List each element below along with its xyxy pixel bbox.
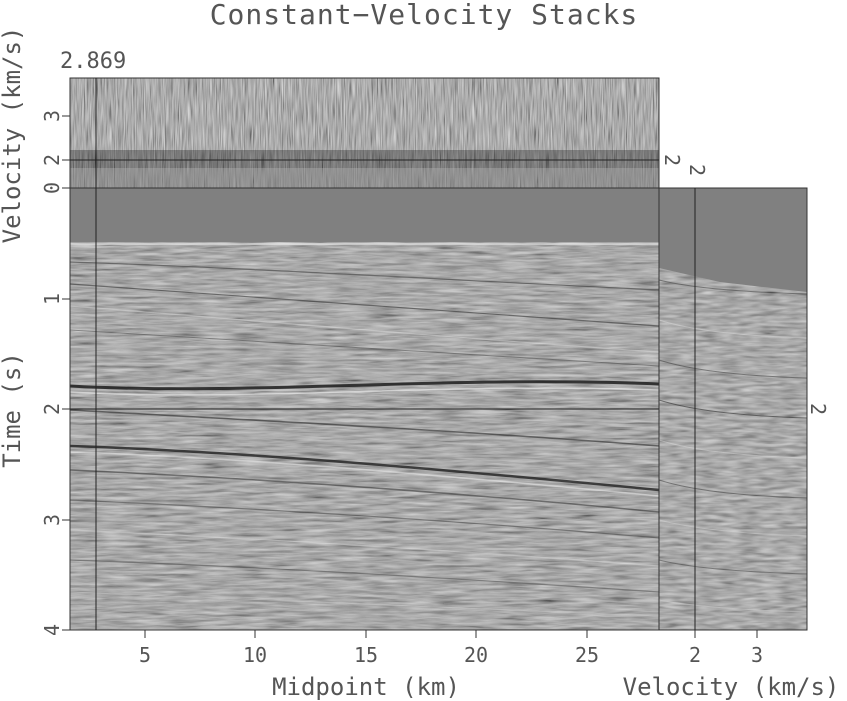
cmp-gather-panel: 2 2 2 3: [658, 164, 830, 667]
velocity-tick-label: 3: [40, 110, 64, 122]
gather-cursor-value-right: 2: [806, 403, 830, 415]
time-tick-label: 1: [40, 293, 64, 305]
velocity-slice-low-band: [70, 168, 659, 188]
gather-cursor-value-top: 2: [685, 164, 709, 176]
gather-tick-label: 2: [689, 643, 701, 667]
velocity-slice-event-band: [70, 150, 659, 168]
midpoint-tick-label: 15: [354, 643, 378, 667]
time-tick-label: 2: [40, 403, 64, 415]
gather-tick-label: 3: [751, 643, 763, 667]
velocity-axis-label: Velocity (km/s): [0, 27, 26, 244]
figure-title: Constant−Velocity Stacks: [210, 0, 639, 31]
time-tick-label: 3: [40, 514, 64, 526]
time-axis-label: Time (s): [0, 352, 26, 468]
corner-value: 2.869: [60, 49, 126, 74]
midpoint-tick-label: 20: [464, 643, 488, 667]
velocity-cursor-value: 2: [660, 154, 684, 166]
gather-frame: [658, 187, 808, 631]
time-tick-label: 4: [40, 624, 64, 636]
midpoint-axis-label: Midpoint (km): [272, 673, 460, 701]
velocity-tick-label: 0: [40, 182, 64, 194]
midpoint-tick-label: 10: [243, 643, 267, 667]
gather-texture: [659, 268, 807, 630]
stack-reflectors: [70, 243, 659, 617]
velocity-slice-panel: 3 2 0 2: [40, 77, 684, 194]
stack-section-texture: [70, 242, 659, 630]
stack-section-panel: 1 2 3 4 5 10 15 20 25: [40, 78, 807, 667]
gather-moveout-curves: [659, 279, 807, 613]
velocity-tick-label: 2: [40, 154, 64, 166]
midpoint-tick-label: 25: [575, 643, 599, 667]
midpoint-tick-label: 5: [139, 643, 151, 667]
gather-velocity-axis-label: Velocity (km/s): [623, 673, 840, 701]
